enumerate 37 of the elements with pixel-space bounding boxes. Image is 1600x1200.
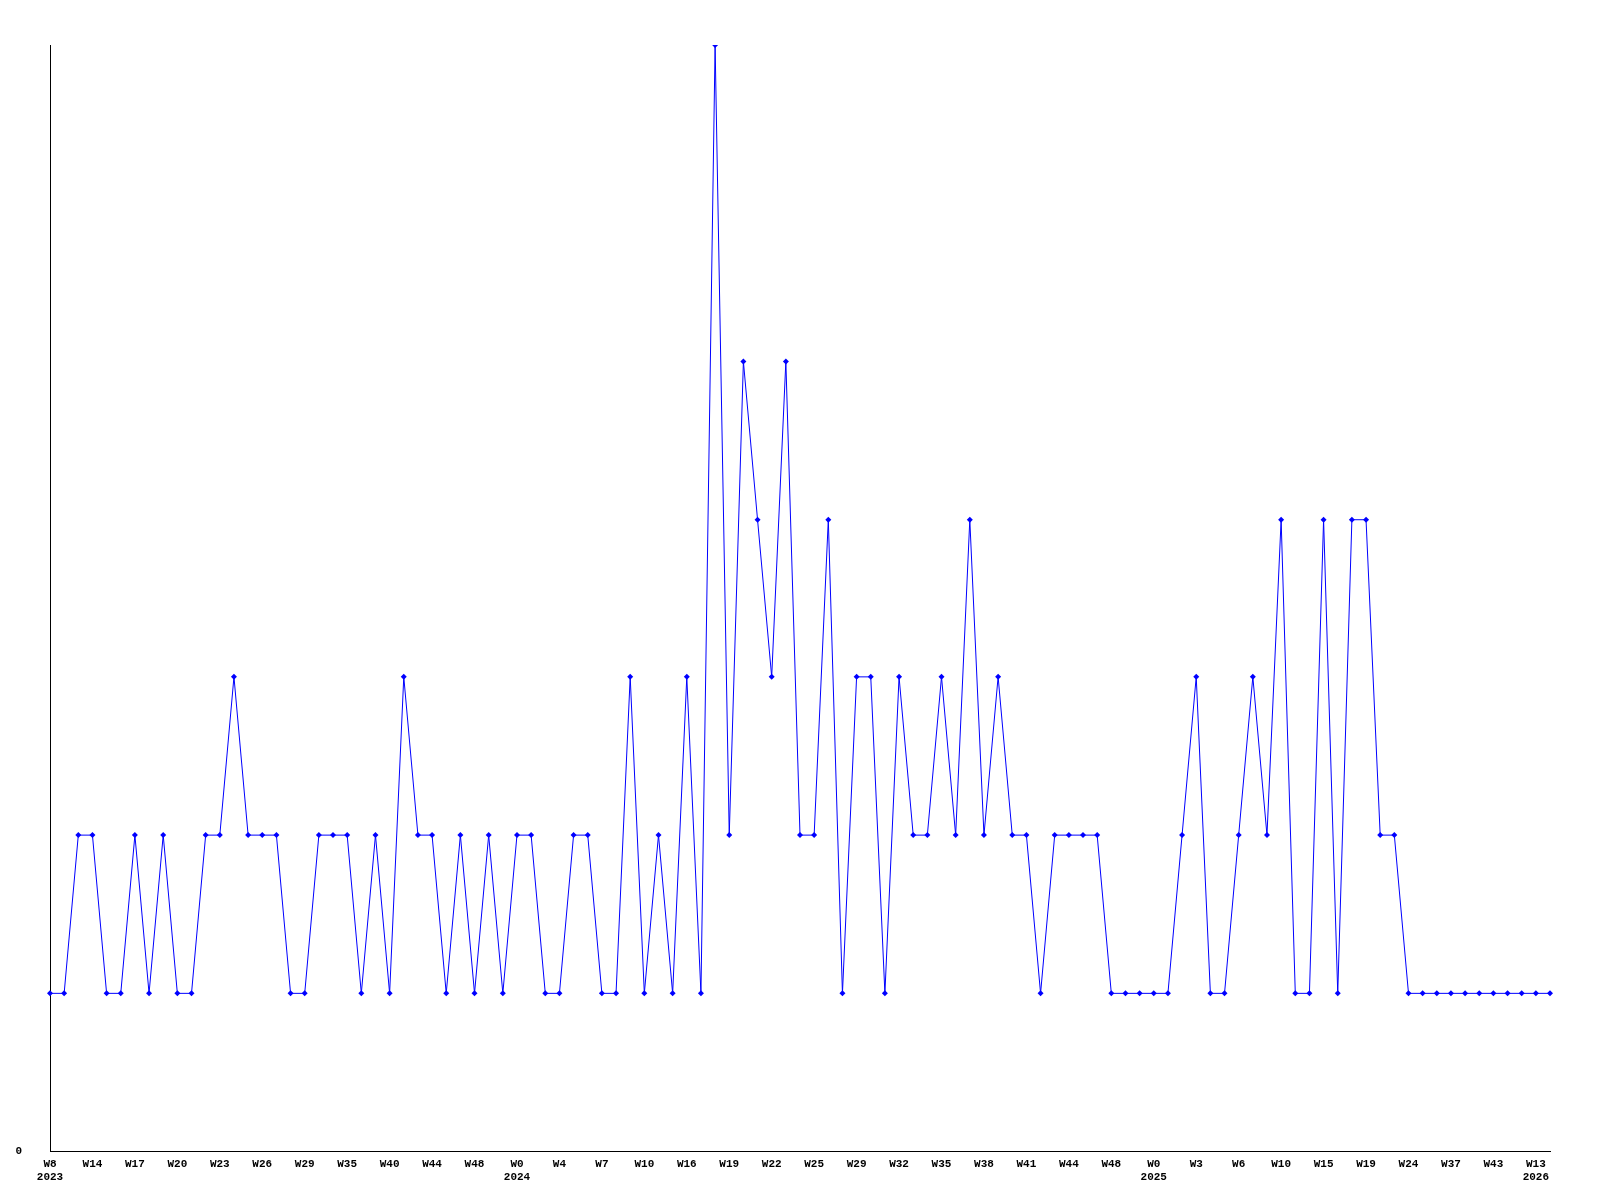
x-tick-label: W15 — [1313, 1157, 1334, 1170]
x-tick-label: W26 — [252, 1157, 273, 1170]
x-tick-label: W44 — [1058, 1157, 1080, 1170]
x-tick-label: W37 — [1441, 1157, 1461, 1170]
x-tick-label: W23 — [209, 1157, 231, 1170]
x-tick-label: W8 2023 — [36, 1157, 64, 1184]
x-tick-label: W22 — [761, 1157, 782, 1170]
x-tick-label: W48 — [464, 1157, 485, 1170]
x-tick-label: W41 — [1016, 1157, 1037, 1170]
x-tick-label: W6 — [1232, 1157, 1246, 1170]
x-tick-label: W0 2025 — [1140, 1157, 1168, 1184]
x-tick-label: W17 — [125, 1157, 145, 1170]
x-tick-label: W13 2026 — [1522, 1157, 1550, 1184]
x-tick-label: W48 — [1101, 1157, 1122, 1170]
x-tick-label: W10 — [634, 1157, 655, 1170]
x-tick-label: W35 — [337, 1157, 358, 1170]
x-tick-label: W19 — [1356, 1157, 1376, 1170]
x-tick-label: W4 — [552, 1157, 567, 1170]
x-tick-label: W19 — [719, 1157, 740, 1170]
x-tick-label: W20 — [167, 1157, 188, 1170]
text: 0 — [15, 1145, 22, 1158]
x-tick-label: W24 — [1398, 1157, 1419, 1170]
x-tick-label: W29 — [294, 1157, 315, 1170]
x-tick-label: W43 — [1483, 1157, 1504, 1170]
x-tick-label: W29 — [846, 1157, 867, 1170]
x-tick-label: W0 2024 — [503, 1157, 531, 1184]
x-tick-label: W14 — [82, 1157, 103, 1170]
x-tick-label: W16 — [676, 1157, 697, 1170]
x-tick-label: W25 — [804, 1157, 825, 1170]
x-tick-label: W38 — [974, 1157, 995, 1170]
x-tick-label: W44 — [422, 1157, 443, 1170]
x-tick-label: W35 — [931, 1157, 952, 1170]
x-tick-label: W7 — [595, 1157, 609, 1170]
x-tick-label: W32 — [889, 1157, 909, 1170]
x-tick-label: W10 — [1271, 1157, 1292, 1170]
x-tick-label: W40 — [379, 1157, 400, 1170]
x-tick-label: W3 — [1189, 1157, 1204, 1170]
